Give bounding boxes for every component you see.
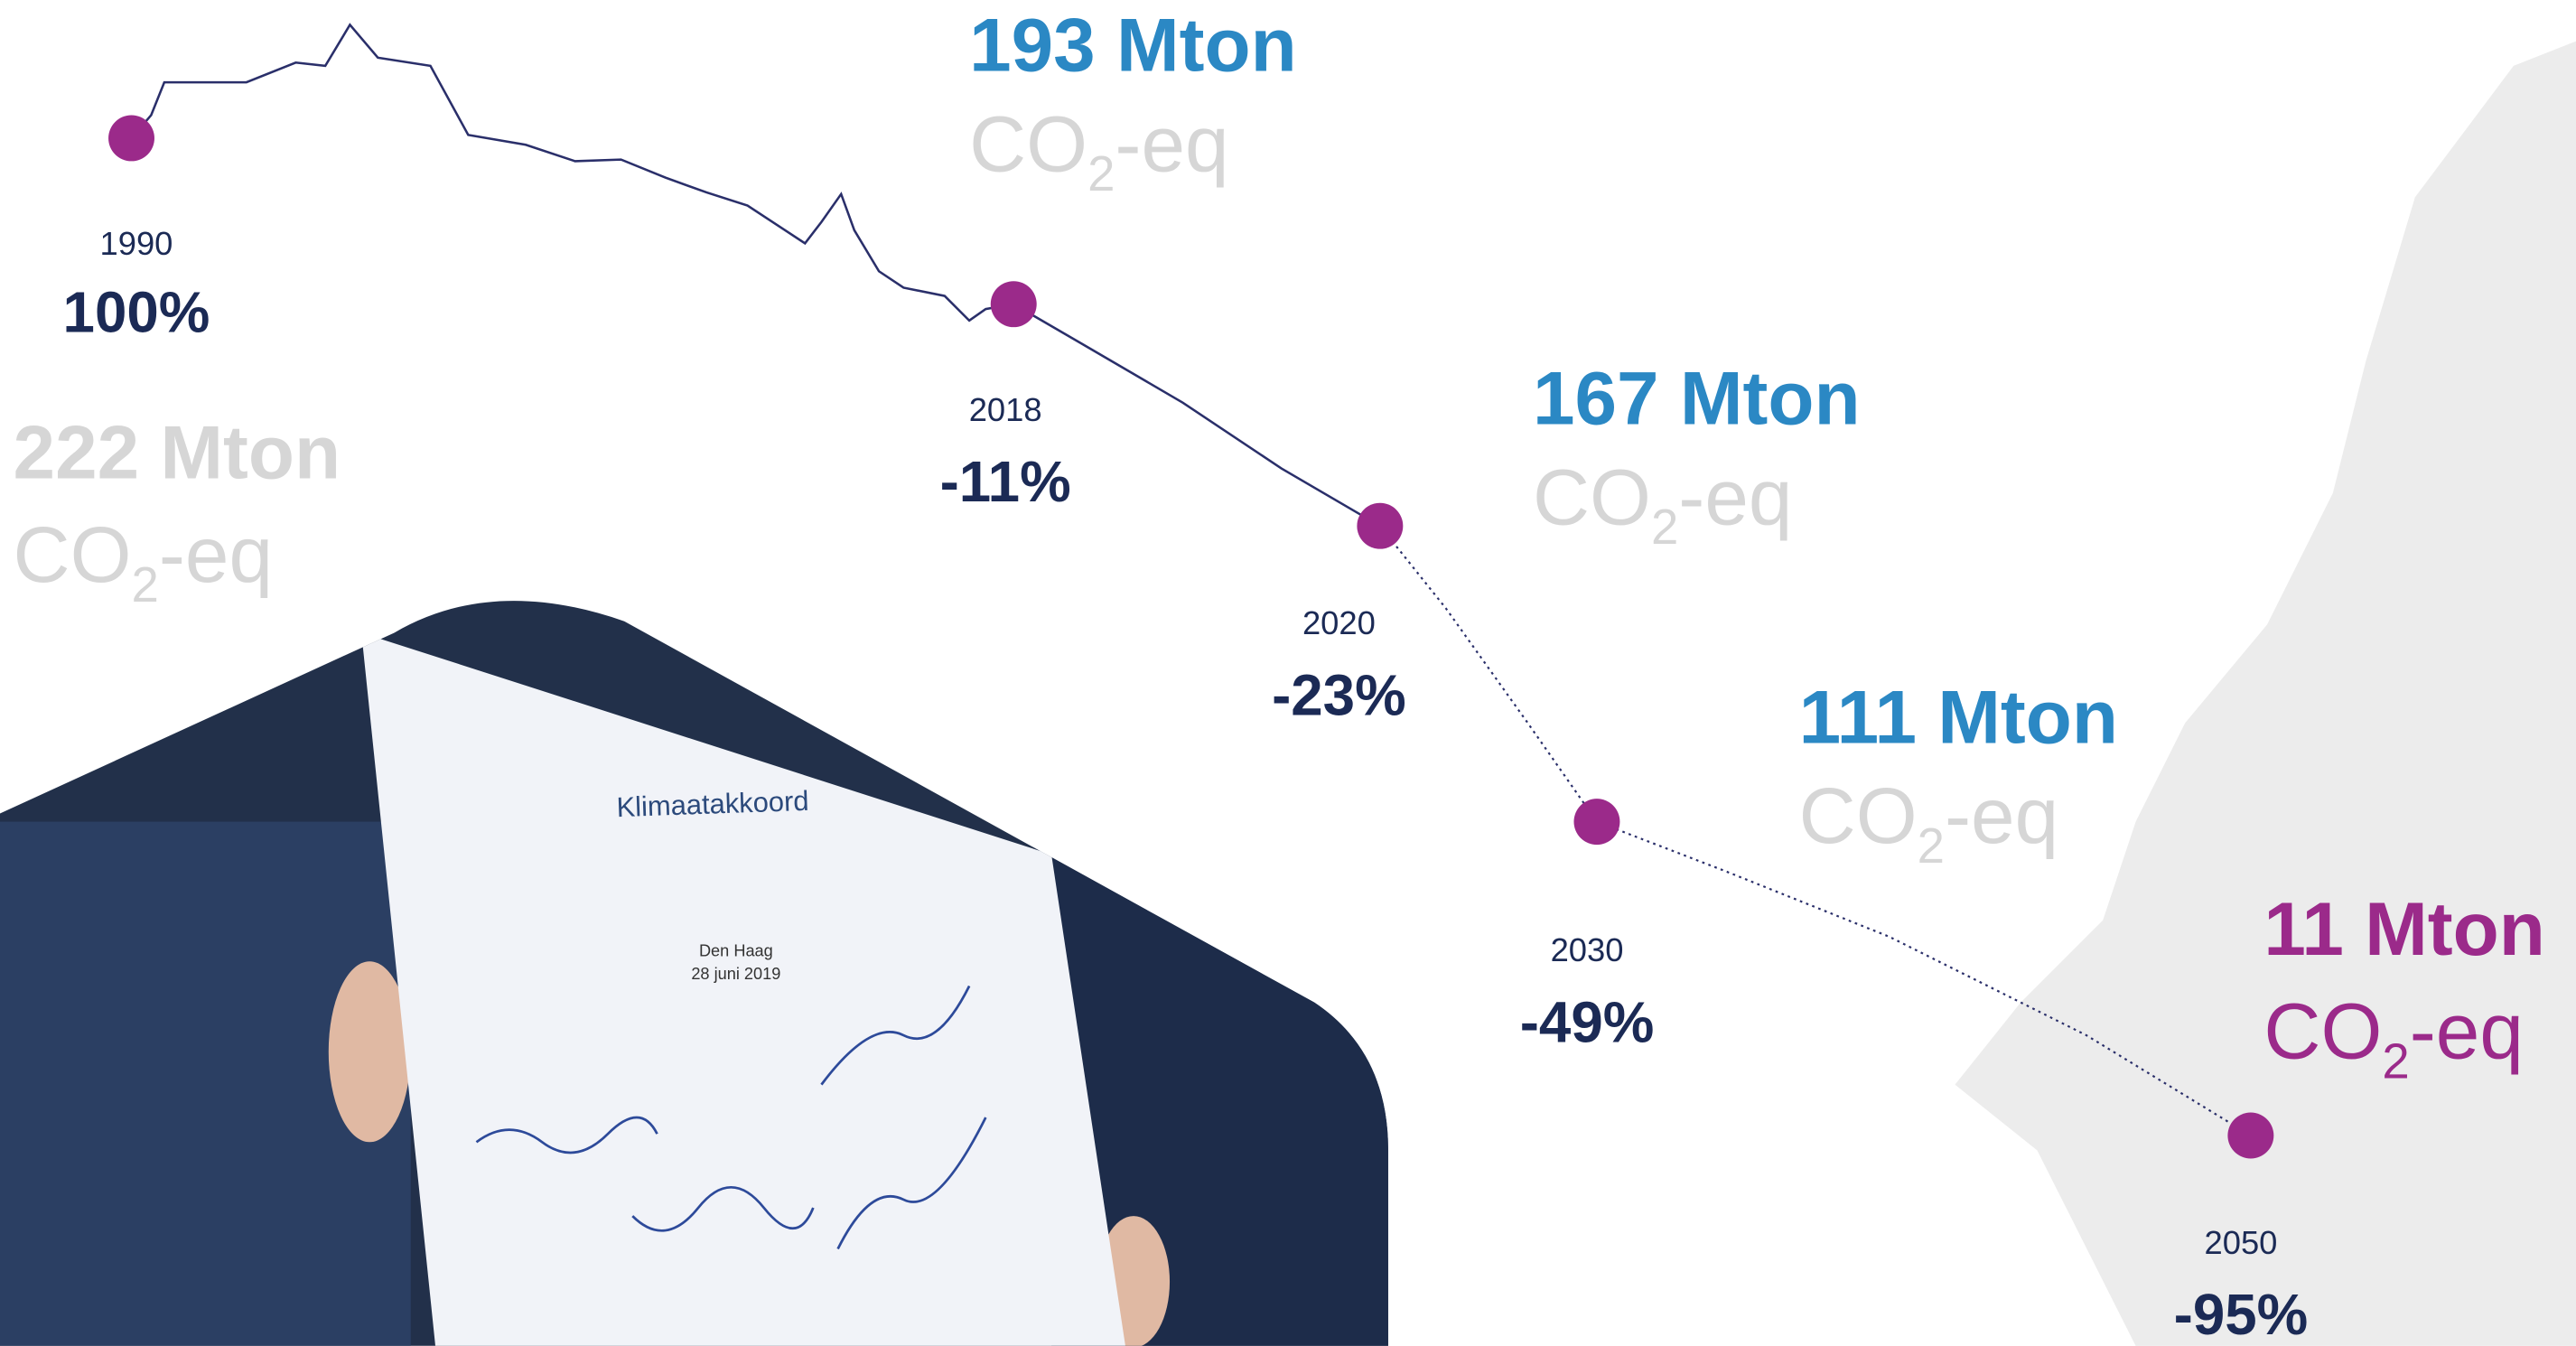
- amount-label: 111 Mton: [1799, 674, 2118, 759]
- unit-sub: 2: [1918, 818, 1945, 874]
- year-label: 1990: [100, 225, 173, 262]
- change-label: -11%: [940, 450, 1071, 514]
- photo-date: 28 juni 2019: [691, 965, 780, 983]
- unit-label: CO2-eq: [14, 510, 273, 612]
- change-label: -95%: [2174, 1283, 2309, 1346]
- photo-place: Den Haag: [699, 942, 773, 960]
- unit-sub: 2: [2382, 1033, 2409, 1089]
- photo: Klimaatakkoord Den Haag 28 juni 2019: [0, 559, 1396, 1346]
- change-label: -23%: [1272, 663, 1406, 727]
- unit-rest: -eq: [1678, 453, 1792, 541]
- infographic: Klimaatakkoord Den Haag 28 juni 2019 199…: [0, 0, 2576, 1346]
- unit-rest: -eq: [1115, 99, 1228, 188]
- amount-label: 11 Mton: [2263, 886, 2544, 971]
- milestone-dot: [991, 281, 1037, 327]
- change-label: -49%: [1520, 990, 1655, 1054]
- unit-rest: -eq: [1945, 771, 2058, 860]
- unit-label: CO2-eq: [1799, 771, 2058, 874]
- photo-title: Klimaatakkoord: [616, 785, 809, 823]
- year-label: 2030: [1551, 931, 1624, 968]
- change-label: 100%: [63, 281, 210, 345]
- milestone-dot: [108, 115, 154, 161]
- unit-rest: -eq: [159, 510, 273, 599]
- amount-label: 222 Mton: [14, 409, 341, 494]
- year-label: 2050: [2205, 1224, 2278, 1261]
- milestone-dot: [1357, 503, 1403, 549]
- milestone-dot: [1573, 799, 1619, 845]
- year-label: 2018: [969, 391, 1042, 428]
- year-label: 2020: [1302, 604, 1376, 641]
- unit-label: CO2-eq: [1533, 453, 1792, 555]
- amount-label: 167 Mton: [1533, 355, 1861, 440]
- unit-sub: 2: [1087, 146, 1115, 201]
- amount-label: 193 Mton: [969, 2, 1297, 87]
- unit-sub: 2: [132, 557, 159, 612]
- milestone-dot: [2227, 1113, 2273, 1159]
- unit-rest: -eq: [2410, 987, 2524, 1076]
- unit-base: CO: [1799, 771, 1918, 860]
- unit-base: CO: [14, 510, 132, 599]
- unit-sub: 2: [1651, 500, 1678, 555]
- unit-label: CO2-eq: [969, 99, 1228, 201]
- unit-base: CO: [1533, 453, 1651, 541]
- unit-base: CO: [969, 99, 1087, 188]
- unit-base: CO: [2263, 987, 2382, 1076]
